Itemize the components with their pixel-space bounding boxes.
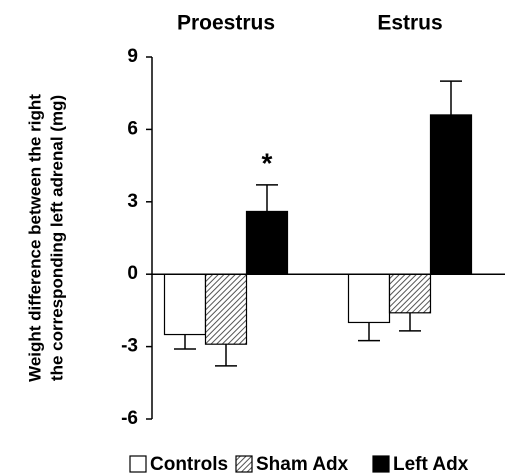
y-tick-label: 0	[127, 263, 138, 284]
y-tick-label: 9	[127, 46, 138, 67]
legend-label: Controls	[150, 454, 228, 475]
legend-swatch	[235, 455, 253, 473]
bar	[163, 273, 207, 336]
legend-label: Left Adx	[393, 454, 469, 475]
legend-swatch	[129, 455, 147, 473]
annotation: *	[262, 147, 273, 178]
bar	[204, 273, 248, 345]
bar	[347, 273, 391, 324]
category-label: Estrus	[377, 12, 442, 35]
legend-swatch	[372, 455, 390, 473]
bar	[388, 273, 432, 314]
legend-label: Sham Adx	[256, 454, 349, 475]
y-tick-label: 3	[127, 191, 138, 212]
y-tick-label: -3	[121, 336, 138, 357]
bar	[245, 210, 289, 275]
y-axis-label: the corresponding left adrenal (mg)	[47, 95, 66, 381]
y-axis-label: Weight difference between the right	[25, 94, 44, 382]
category-label: Proestrus	[177, 12, 275, 35]
y-tick-label: -6	[121, 408, 138, 429]
bar	[429, 114, 473, 275]
y-tick-label: 6	[127, 118, 138, 139]
